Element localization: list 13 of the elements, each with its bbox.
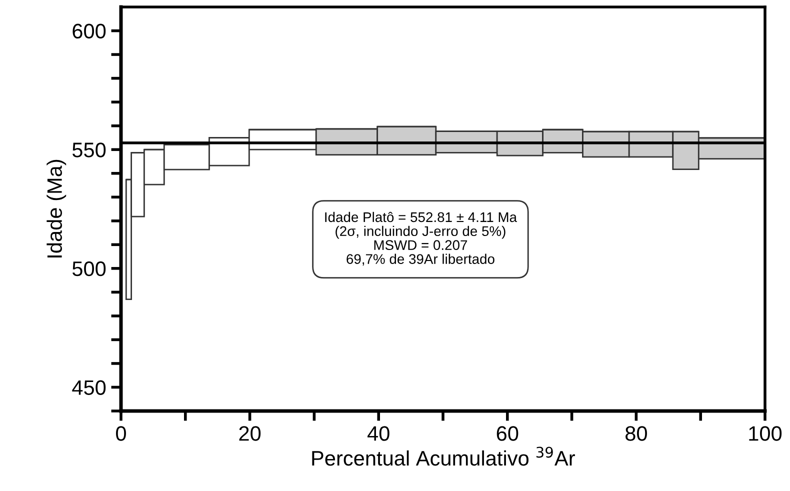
y-tick-label: 500 — [72, 261, 106, 276]
x-tick-label: 100 — [749, 426, 782, 441]
x-axis-title: Percentual Acumulativo $^{39}$Ar — [312, 446, 575, 466]
y-tick-label: 600 — [72, 24, 106, 39]
y-tick-label: 450 — [72, 380, 106, 395]
y-tick-label: 550 — [72, 142, 106, 158]
x-tick-label: 60 — [496, 426, 518, 441]
y-axis-title: Idade (Ma) — [46, 160, 66, 258]
annotation: Idade Platô = 552.81 ± 4.11 Ma (2σ, incluindo J-erro de 5%) MSWD = 0.207 69,7% de 39Ar libertado — [325, 212, 518, 266]
x-tick-label: 40 — [367, 426, 390, 441]
x-tick-label: 80 — [626, 426, 647, 441]
x-tick-label: 20 — [239, 426, 261, 441]
x-tick-label: 0 — [116, 426, 126, 441]
